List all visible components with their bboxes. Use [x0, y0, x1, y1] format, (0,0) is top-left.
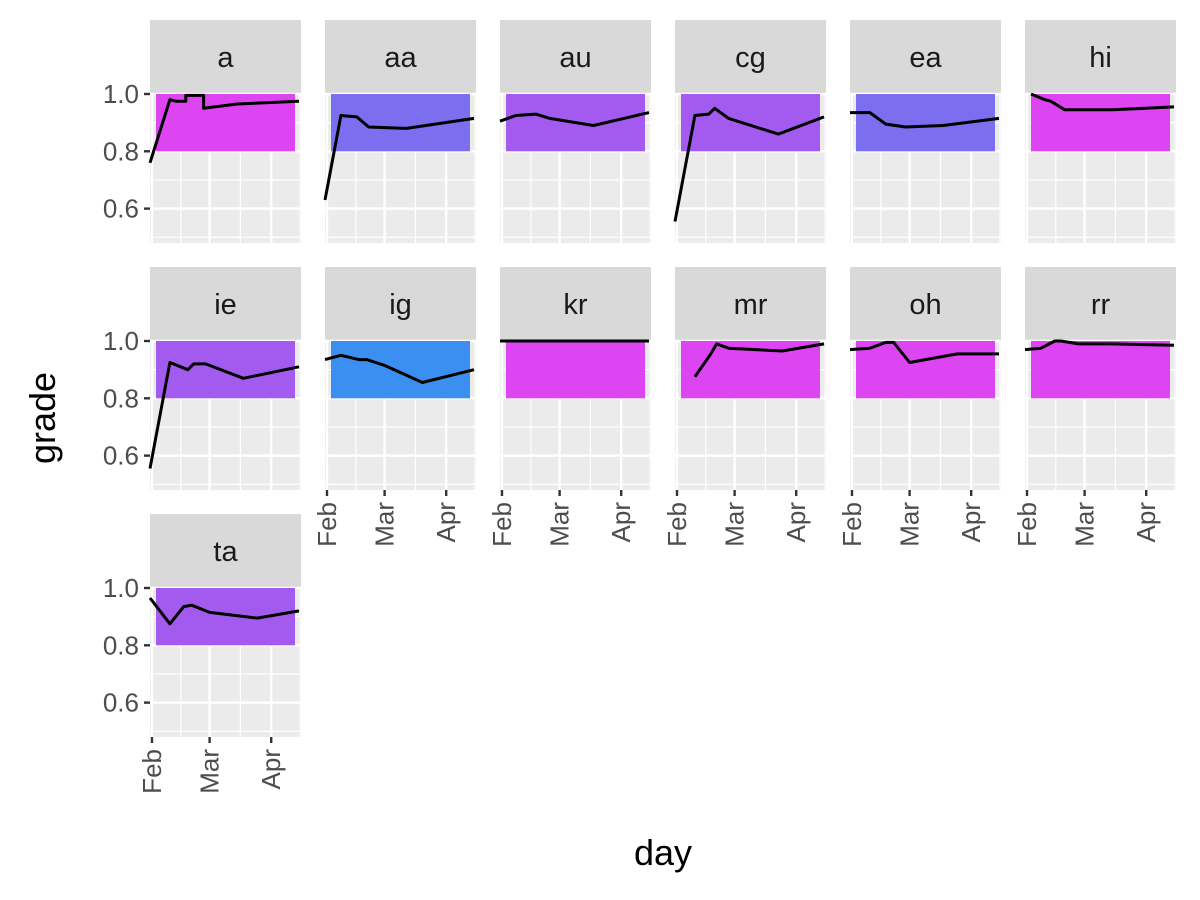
- x-tick-label: Feb: [137, 749, 167, 794]
- facet-strip-label: ta: [213, 536, 238, 568]
- facet-strip: [675, 20, 826, 94]
- x-tick-label: Feb: [662, 502, 692, 547]
- facet-panels: a 0.6 0.8 1.0 aa au cg ea hi ie 0.6 0.8 1.0 ig Feb Mar A…: [103, 20, 1176, 794]
- y-tick-label: 0.8: [103, 630, 139, 660]
- facet-panel-ie: ie 0.6 0.8 1.0: [103, 267, 301, 490]
- series-line: [499, 111, 650, 127]
- facet-panel-cg: cg: [673, 20, 826, 243]
- facet-strip-label: kr: [563, 289, 588, 321]
- facet-strip-label: ig: [389, 289, 412, 321]
- facet-panel-ig: ig Feb Mar Apr: [312, 267, 476, 547]
- series-line: [849, 340, 999, 364]
- facet-panel-a: a 0.6 0.8 1.0: [103, 20, 301, 243]
- x-tick-label: Apr: [956, 502, 986, 543]
- facet-strip-label: ie: [214, 289, 237, 321]
- series-line: [323, 114, 475, 201]
- facet-strip-label: a: [217, 42, 234, 74]
- y-tick-label: 0.6: [103, 441, 139, 471]
- x-axis: Feb Mar Apr: [1012, 490, 1161, 547]
- target-band: [331, 341, 470, 399]
- x-tick-label: Mar: [195, 749, 225, 794]
- x-tick-label: Mar: [895, 502, 925, 547]
- target-band: [506, 341, 645, 399]
- x-tick-label: Feb: [487, 502, 517, 547]
- facet-panel-hi: hi: [1025, 20, 1176, 243]
- y-tick-label: 1.0: [103, 573, 139, 603]
- y-tick-label: 0.6: [103, 194, 139, 224]
- y-tick-label: 1.0: [103, 326, 139, 356]
- facet-strip-label: aa: [384, 42, 417, 74]
- target-band: [681, 94, 820, 152]
- facet-panel-kr: kr Feb Mar Apr: [487, 267, 651, 547]
- facet-strip-label: ea: [909, 42, 942, 74]
- series-line: [850, 111, 1000, 129]
- x-axis: Feb Mar Apr: [487, 490, 636, 547]
- facet-panel-ta: ta 0.6 0.8 1.0 Feb Mar Apr: [103, 514, 301, 794]
- target-band: [1031, 341, 1170, 399]
- series-line: [1024, 339, 1175, 352]
- y-axis: 0.6 0.8 1.0: [103, 326, 150, 471]
- facet-strip: [500, 20, 651, 94]
- x-tick-label: Feb: [837, 502, 867, 547]
- facet-panel-mr: mr Feb Mar Apr: [662, 267, 826, 547]
- y-tick-label: 0.8: [103, 136, 139, 166]
- facet-panel-ea: ea: [850, 20, 1001, 243]
- facet-strip: [1025, 20, 1176, 94]
- facet-strip-label: cg: [735, 42, 766, 74]
- y-axis-title: grade: [22, 372, 63, 464]
- facet-strip: [1025, 267, 1176, 341]
- y-tick-label: 0.6: [103, 688, 139, 718]
- x-tick-label: Apr: [1131, 502, 1161, 543]
- series-line: [148, 361, 300, 469]
- x-tick-label: Feb: [1012, 502, 1042, 547]
- facet-strip-label: hi: [1089, 42, 1112, 74]
- facet-strip: [150, 514, 301, 588]
- facet-strip-label: mr: [734, 289, 768, 321]
- facet-panel-au: au: [499, 20, 651, 243]
- series-line: [148, 93, 300, 164]
- y-axis: 0.6 0.8 1.0: [103, 79, 150, 224]
- facet-strip: [150, 20, 301, 94]
- x-axis: Feb Mar Apr: [312, 490, 461, 547]
- target-band: [856, 341, 995, 399]
- y-tick-label: 1.0: [103, 79, 139, 109]
- facet-strip: [150, 267, 301, 341]
- facet-strip: [850, 267, 1001, 341]
- facet-strip-label: au: [559, 42, 591, 74]
- facet-strip: [325, 267, 476, 341]
- x-tick-label: Mar: [370, 502, 400, 547]
- x-tick-label: Apr: [256, 749, 286, 790]
- series-line: [693, 342, 825, 378]
- y-axis: 0.6 0.8 1.0: [103, 573, 150, 718]
- series-line: [673, 106, 825, 222]
- x-axis: Feb Mar Apr: [837, 490, 986, 547]
- target-band: [156, 341, 295, 399]
- y-tick-label: 0.8: [103, 383, 139, 413]
- x-axis: Feb Mar Apr: [662, 490, 811, 547]
- x-tick-label: Mar: [720, 502, 750, 547]
- x-tick-label: Apr: [781, 502, 811, 543]
- x-tick-label: Apr: [431, 502, 461, 543]
- facet-strip: [850, 20, 1001, 94]
- x-axis: Feb Mar Apr: [137, 737, 286, 794]
- facet-strip: [675, 267, 826, 341]
- x-axis-title: day: [634, 832, 692, 873]
- x-tick-label: Feb: [312, 502, 342, 547]
- series-line: [324, 353, 475, 384]
- x-tick-label: Mar: [1070, 502, 1100, 547]
- facet-panel-oh: oh Feb Mar Apr: [837, 267, 1001, 547]
- series-line: [1030, 92, 1175, 112]
- facet-strip-label: rr: [1091, 289, 1111, 321]
- facet-panel-aa: aa: [323, 20, 476, 243]
- facet-panel-rr: rr Feb Mar Apr: [1012, 267, 1176, 547]
- series-line: [148, 597, 300, 626]
- facet-strip-label: oh: [909, 289, 941, 321]
- facet-strip: [325, 20, 476, 94]
- x-tick-label: Apr: [606, 502, 636, 543]
- facet-strip: [500, 267, 651, 341]
- x-tick-label: Mar: [545, 502, 575, 547]
